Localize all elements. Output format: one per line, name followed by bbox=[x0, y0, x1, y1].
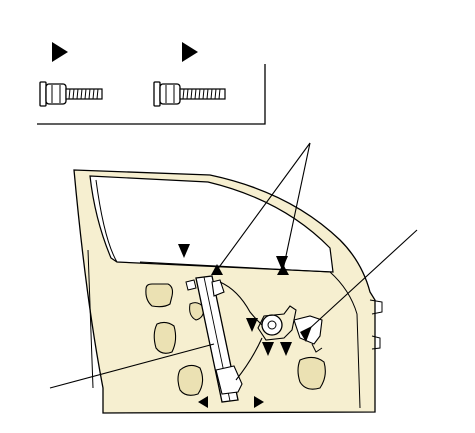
arrow-bolt-motor-1 bbox=[246, 318, 258, 332]
arrow-bolt-rail-bottom-left bbox=[198, 396, 208, 408]
bolt-marker-arrow-right bbox=[182, 42, 198, 62]
arrow-bolt-rail-top bbox=[178, 244, 190, 258]
flange-bolt-right-icon bbox=[153, 81, 226, 107]
leader-line-rail bbox=[49, 343, 215, 389]
service-hole-lower bbox=[177, 364, 204, 396]
arrow-bolt-motor-4 bbox=[300, 326, 312, 342]
inner-panel-edge bbox=[139, 261, 361, 409]
leader-lines bbox=[49, 142, 418, 389]
bolt-inset-box bbox=[37, 42, 266, 125]
bolt-location-arrows bbox=[178, 244, 312, 408]
arrow-bolt-motor-2 bbox=[262, 342, 274, 356]
leader-line-glass-bolt-1 bbox=[216, 142, 311, 271]
window-trim-line bbox=[95, 179, 118, 263]
upper-glass-bracket bbox=[211, 279, 225, 297]
service-hole-upper bbox=[145, 283, 174, 308]
hinge-brackets bbox=[369, 299, 383, 350]
regulator-cable-lower bbox=[235, 337, 263, 381]
rail-top-mount bbox=[185, 279, 197, 291]
leader-line-motor bbox=[307, 229, 418, 331]
arrow-bolt-glass-1 bbox=[211, 264, 223, 275]
front-edge-line bbox=[87, 249, 94, 389]
leader-line-glass-bolt-2 bbox=[282, 142, 311, 271]
service-hole-right bbox=[297, 356, 326, 390]
window-opening bbox=[89, 175, 334, 273]
service-hole-small bbox=[189, 302, 205, 321]
arrow-bolt-motor-3 bbox=[280, 342, 292, 356]
lower-slider bbox=[215, 365, 243, 395]
motor-bracket bbox=[257, 305, 297, 341]
bolt-marker-arrow-left bbox=[52, 42, 68, 62]
inset-box-border bbox=[37, 64, 266, 125]
arrow-bolt-upper bbox=[276, 256, 288, 270]
flange-bolt-left-icon bbox=[39, 81, 103, 107]
arrow-bolt-glass-2 bbox=[277, 264, 289, 275]
door-panel bbox=[73, 169, 383, 414]
service-hole-middle bbox=[153, 321, 177, 354]
arrow-bolt-rail-bottom-right bbox=[254, 396, 264, 408]
